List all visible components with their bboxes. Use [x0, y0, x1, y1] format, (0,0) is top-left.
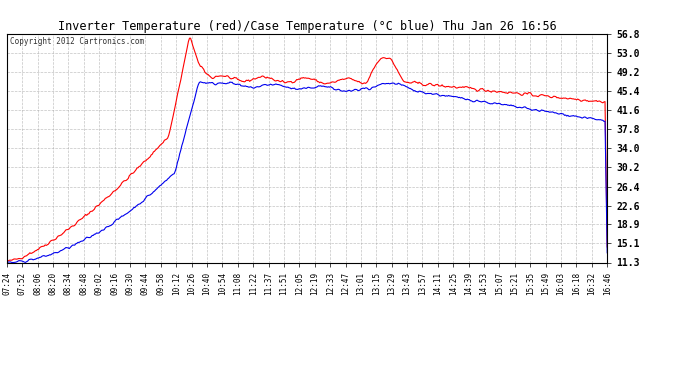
Title: Inverter Temperature (red)/Case Temperature (°C blue) Thu Jan 26 16:56: Inverter Temperature (red)/Case Temperat… [58, 20, 556, 33]
Text: Copyright 2012 Cartronics.com: Copyright 2012 Cartronics.com [10, 37, 144, 46]
